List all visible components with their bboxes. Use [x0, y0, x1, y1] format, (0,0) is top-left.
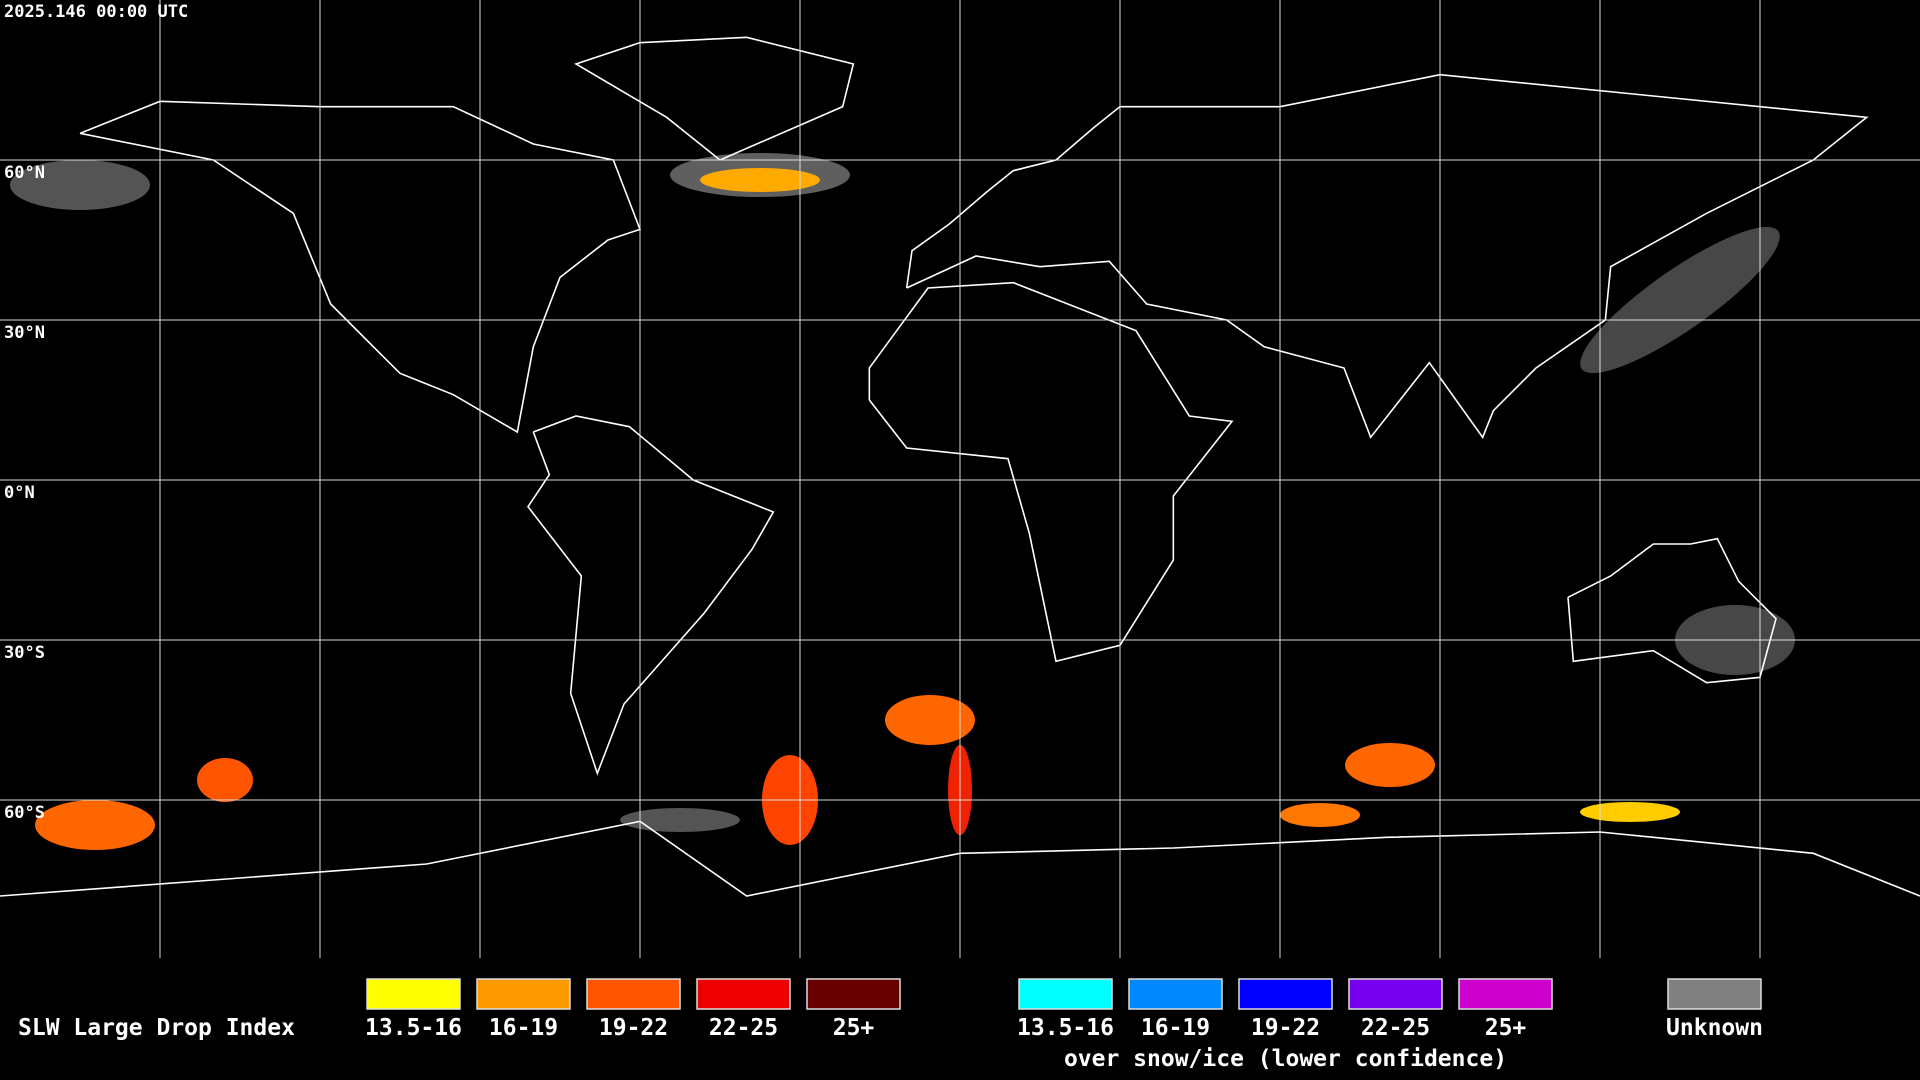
legend-swatch	[806, 978, 901, 1010]
index-area	[1280, 803, 1360, 827]
legend-label: 13.5-16	[365, 1015, 462, 1041]
legend-label: 16-19	[1141, 1015, 1210, 1041]
legend-label: 22-25	[709, 1015, 778, 1041]
legend: 13.5-16 16-19 19-22 22-25 25+ 13.5-16 16-19 19-…	[365, 978, 1763, 1072]
legend-title: SLW Large Drop Index	[18, 1015, 295, 1041]
index-area	[35, 800, 155, 850]
legend-label: 25+	[1485, 1015, 1527, 1041]
graticule: 60°N 30°N 0°N 30°S 60°S	[0, 0, 1920, 958]
coastline	[79, 100, 642, 434]
index-area	[885, 695, 975, 745]
coastline	[1567, 537, 1777, 684]
legend-swatch	[476, 978, 571, 1010]
legend-label: 16-19	[489, 1015, 558, 1041]
unknown-area	[10, 160, 150, 210]
coastline	[574, 36, 855, 161]
legend-label: 25+	[833, 1015, 875, 1041]
legend-label: 19-22	[599, 1015, 668, 1041]
legend-swatch	[1128, 978, 1223, 1010]
index-area	[197, 758, 253, 802]
unknown-area	[1580, 226, 1780, 374]
legend-swatch	[366, 978, 461, 1010]
legend-swatch	[1348, 978, 1443, 1010]
coastline	[868, 281, 1234, 663]
latitude-label: 0°N	[4, 483, 35, 503]
legend-swatch	[1667, 978, 1762, 1010]
latitude-label: 30°N	[4, 323, 45, 343]
legend-swatch	[586, 978, 681, 1010]
legend-swatch	[1458, 978, 1553, 1010]
legend-swatch	[696, 978, 791, 1010]
legend-label: 22-25	[1361, 1015, 1430, 1041]
legend-swatch	[1238, 978, 1333, 1010]
latitude-label: 60°S	[4, 803, 45, 823]
index-area	[1580, 802, 1680, 822]
legend-caption: over snow/ice (lower confidence)	[1064, 1046, 1507, 1072]
legend-label: 13.5-16	[1017, 1015, 1114, 1041]
index-area	[1345, 743, 1435, 787]
index-area	[700, 168, 820, 192]
legend-label: Unknown	[1666, 1015, 1763, 1041]
latitude-label: 30°S	[4, 643, 45, 663]
legend-label: 19-22	[1251, 1015, 1320, 1041]
coastline	[905, 73, 1869, 439]
latitude-label: 60°N	[4, 163, 45, 183]
timestamp: 2025.146 00:00 UTC	[4, 2, 188, 22]
legend-swatch	[1018, 978, 1113, 1010]
unknown-area	[620, 808, 740, 832]
